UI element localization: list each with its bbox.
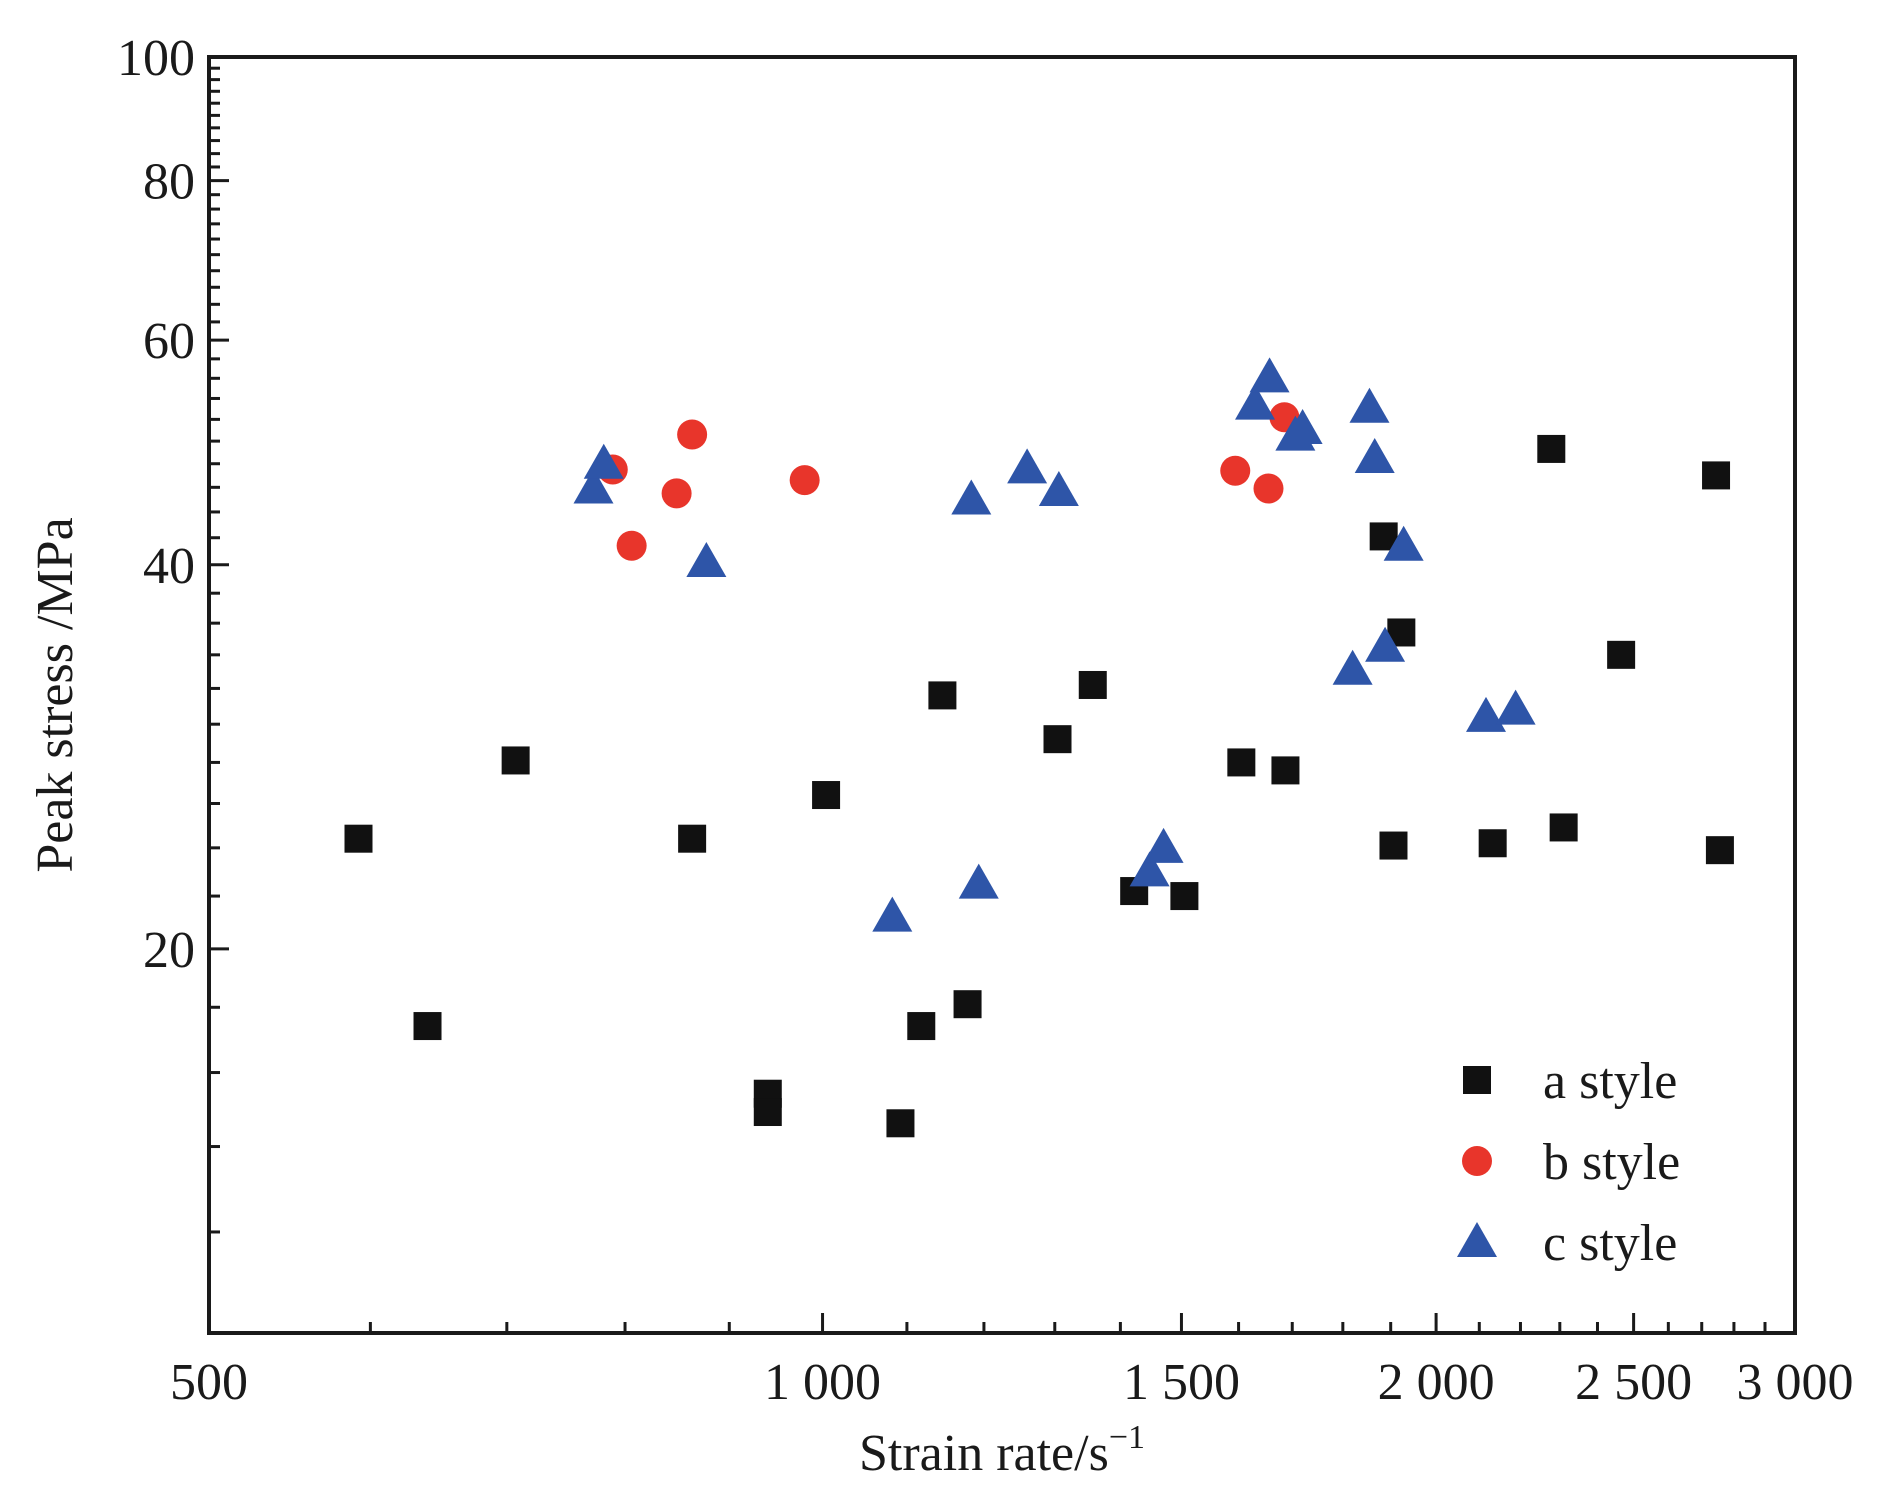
- circle-point: [661, 478, 692, 509]
- legend-label: a style: [1543, 1053, 1677, 1110]
- x-tick-label: 1 500: [1123, 1354, 1240, 1411]
- square-point: [501, 746, 530, 775]
- square-point: [1607, 640, 1636, 669]
- triangle-point: [1038, 470, 1079, 506]
- x-axis-title-superscript: −1: [1109, 1419, 1145, 1456]
- y-axis-title: Peak stress /MPa: [27, 517, 84, 872]
- square-point: [1043, 725, 1072, 754]
- triangle-point: [1365, 626, 1406, 662]
- triangle-point: [1383, 525, 1424, 561]
- square-point: [1170, 882, 1199, 911]
- legend-square-icon: [1463, 1066, 1491, 1094]
- triangle-point: [951, 479, 992, 515]
- legend-label: c style: [1543, 1215, 1677, 1272]
- legend-triangle-icon: [1457, 1222, 1497, 1257]
- x-axis-title: Strain rate/s−1: [859, 1419, 1145, 1482]
- triangle-point: [872, 896, 913, 932]
- triangle-point: [1332, 649, 1373, 685]
- series-c: [573, 357, 1536, 932]
- legend-circle-icon: [1462, 1146, 1492, 1176]
- circle-point: [1220, 455, 1251, 486]
- x-axis-title-text: Strain rate/s: [859, 1425, 1109, 1482]
- legend-item: c style: [1457, 1215, 1677, 1272]
- legend: a style b style c style: [1457, 1053, 1680, 1272]
- triangle-point: [1495, 689, 1536, 725]
- series-layer: [344, 357, 1734, 1138]
- square-point: [413, 1012, 442, 1041]
- y-axis: 20 40 60 80 100: [117, 30, 229, 1335]
- plot-frame: [207, 55, 1797, 1335]
- square-point: [1078, 670, 1107, 699]
- triangle-point: [1129, 851, 1170, 887]
- triangle-point: [1349, 387, 1390, 423]
- square-point: [886, 1109, 915, 1138]
- square-point: [1705, 836, 1734, 865]
- triangle-point: [686, 542, 727, 578]
- square-point: [1271, 756, 1300, 785]
- square-point: [1478, 829, 1507, 858]
- square-point: [907, 1012, 936, 1041]
- triangle-point: [1282, 409, 1323, 445]
- square-point: [1537, 434, 1566, 463]
- square-point: [812, 781, 841, 810]
- legend-label: b style: [1543, 1134, 1680, 1191]
- y-tick-label: 100: [117, 30, 195, 87]
- triangle-point: [1235, 384, 1276, 420]
- square-point: [678, 824, 707, 853]
- series-b: [597, 402, 1300, 561]
- plot-border: [207, 55, 1797, 1335]
- y-tick-label: 40: [143, 538, 195, 595]
- square-point: [953, 990, 982, 1019]
- x-tick-label: 2 000: [1378, 1354, 1495, 1411]
- triangle-point: [1354, 437, 1395, 473]
- x-tick-label: 3 000: [1737, 1354, 1854, 1411]
- x-tick-label: 1 000: [764, 1354, 881, 1411]
- square-point: [1227, 748, 1256, 777]
- triangle-point: [573, 468, 614, 504]
- y-tick-label: 60: [143, 313, 195, 370]
- x-tick-label: 500: [170, 1354, 248, 1411]
- series-a: [344, 434, 1734, 1138]
- triangle-point: [1007, 448, 1048, 484]
- square-point: [344, 824, 373, 853]
- x-axis: 500 1 000 1 500 2 000 2 500 3 000: [170, 1313, 1854, 1411]
- legend-item: b style: [1462, 1134, 1680, 1191]
- triangle-point: [1249, 357, 1290, 393]
- square-point: [753, 1098, 782, 1127]
- legend-item: a style: [1463, 1053, 1677, 1110]
- circle-point: [1253, 473, 1284, 504]
- circle-point: [677, 419, 708, 450]
- square-point: [928, 681, 957, 710]
- circle-point: [789, 465, 820, 496]
- x-tick-label: 2 500: [1575, 1354, 1692, 1411]
- y-tick-label: 80: [143, 154, 195, 211]
- circle-point: [616, 530, 647, 561]
- triangle-point: [958, 863, 999, 899]
- triangle-point: [1466, 696, 1507, 732]
- square-point: [1702, 461, 1731, 490]
- triangle-point: [1143, 827, 1184, 863]
- square-point: [1549, 813, 1578, 842]
- triangle-point: [583, 443, 624, 479]
- y-tick-label: 20: [143, 922, 195, 979]
- square-point: [1379, 831, 1408, 860]
